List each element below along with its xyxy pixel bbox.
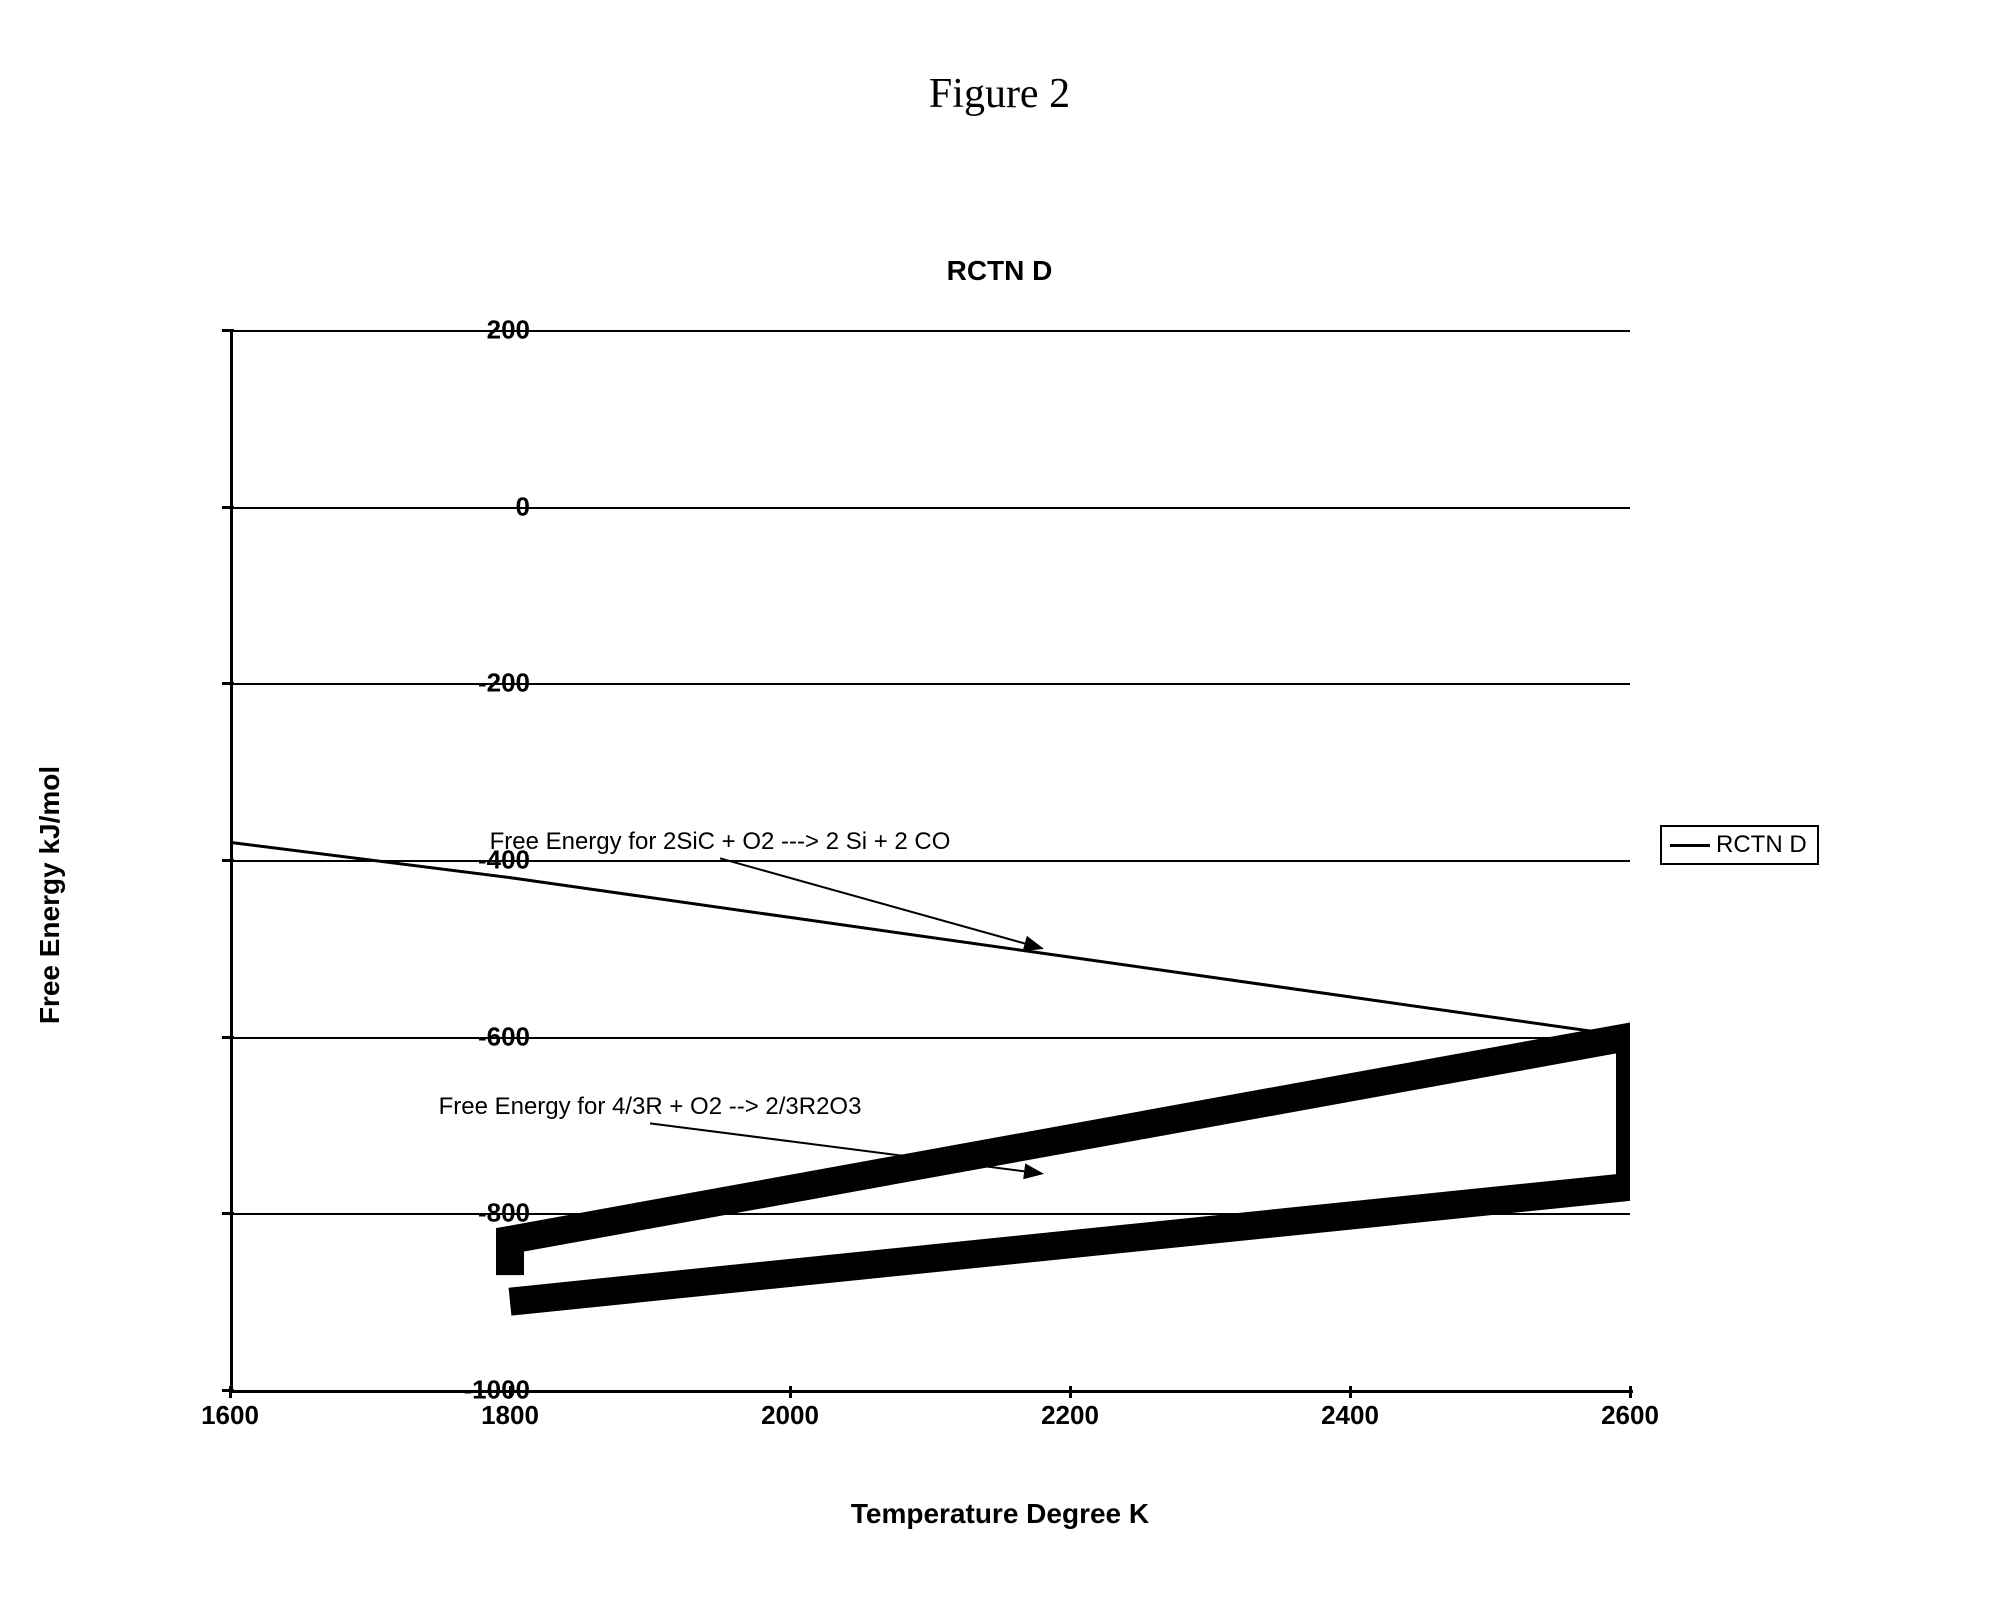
gridline (230, 860, 1630, 862)
x-tick-label: 2200 (1041, 1400, 1099, 1431)
gridline (230, 507, 1630, 509)
x-tick-label: 2400 (1321, 1400, 1379, 1431)
chart: Free Energy kJ/mol Temperature Degree K … (60, 330, 1940, 1460)
x-tick-label: 1600 (201, 1400, 259, 1431)
gridline (230, 330, 1630, 332)
x-axis-label: Temperature Degree K (60, 1498, 1940, 1530)
x-tick-mark (1069, 1386, 1072, 1398)
x-tick-label: 1800 (481, 1400, 539, 1431)
legend-line-icon (1670, 844, 1710, 847)
chart-annotation: Free Energy for 4/3R + O2 --> 2/3R2O3 (439, 1093, 862, 1121)
chart-annotation: Free Energy for 2SiC + O2 ---> 2 Si + 2 … (490, 828, 951, 856)
x-tick-mark (509, 1386, 512, 1398)
x-tick-label: 2600 (1601, 1400, 1659, 1431)
y-axis-label: Free Energy kJ/mol (34, 766, 66, 1024)
x-tick-label: 2000 (761, 1400, 819, 1431)
gridline (230, 1213, 1630, 1215)
figure-label: Figure 2 (0, 70, 1999, 118)
x-tick-mark (1349, 1386, 1352, 1398)
x-tick-mark (229, 1386, 232, 1398)
x-tick-mark (1629, 1386, 1632, 1398)
y-tick-mark (222, 1389, 234, 1392)
x-tick-mark (789, 1386, 792, 1398)
page: Figure 2 RCTN D Free Energy kJ/mol Tempe… (0, 0, 1999, 1605)
gridline (230, 1037, 1630, 1039)
gridline (230, 683, 1630, 685)
legend-item-label: RCTN D (1716, 831, 1807, 859)
legend: RCTN D (1660, 825, 1819, 865)
chart-title: RCTN D (0, 255, 1999, 287)
